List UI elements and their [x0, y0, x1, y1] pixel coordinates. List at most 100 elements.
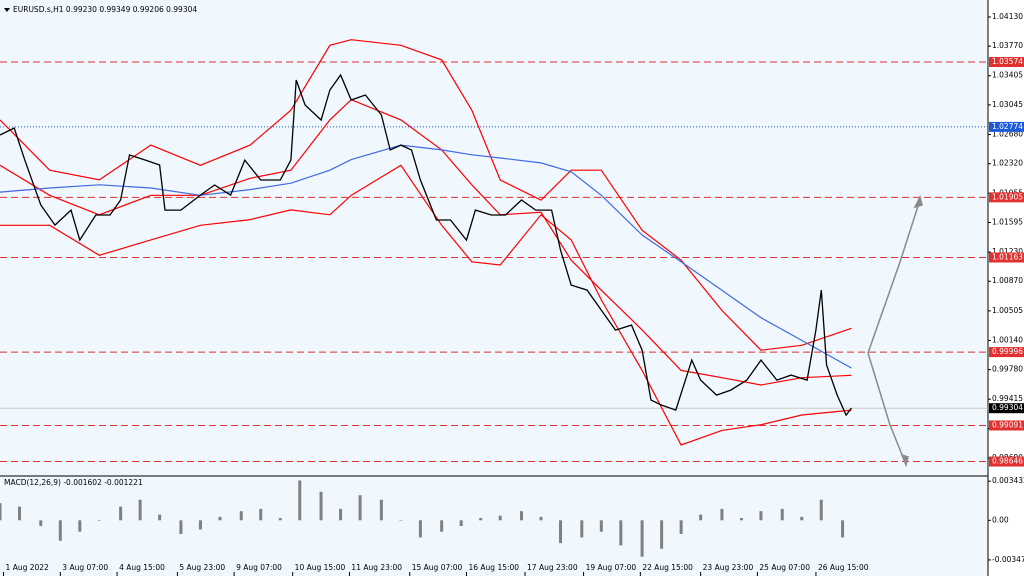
macd-bar	[699, 514, 703, 521]
macd-bar	[39, 520, 43, 526]
x-tick-label: 26 Aug 15:00	[818, 563, 869, 572]
macd-bar	[640, 520, 644, 557]
macd-bar	[119, 506, 123, 521]
macd-bar	[841, 520, 845, 538]
x-tick-label: 9 Aug 07:00	[236, 563, 282, 572]
macd-bar	[58, 520, 62, 541]
macd-bar	[298, 480, 302, 521]
y-tick-label: 1.03045	[992, 100, 1023, 109]
macd-bar	[319, 491, 323, 521]
macd-bar	[0, 503, 2, 521]
macd-bar	[399, 520, 403, 521]
chart-title: EURUSD.s,H1 0.99230 0.99349 0.99206 0.99…	[13, 5, 197, 14]
y-tick-label: 1.01595	[992, 217, 1023, 226]
level-label-box	[989, 121, 1024, 132]
macd-bar	[660, 520, 664, 549]
x-tick-label: 11 Aug 23:00	[351, 563, 402, 572]
x-tick-label: 22 Aug 15:00	[642, 563, 693, 572]
level-label: 0.98646	[992, 457, 1023, 466]
macd-bar	[599, 520, 603, 532]
x-tick-label: 25 Aug 07:00	[759, 563, 810, 572]
y-tick-label: -0.003478	[992, 555, 1024, 564]
level-label: 1.01163	[992, 252, 1023, 261]
level-label: 0.99304	[992, 403, 1023, 412]
x-tick-label: 4 Aug 15:00	[119, 563, 165, 572]
y-tick-label: 1.02320	[992, 159, 1023, 168]
arrow-up	[867, 199, 921, 354]
macd-bar	[459, 520, 463, 526]
level-label: 0.99091	[992, 420, 1023, 429]
macd-bar	[819, 499, 823, 521]
level-label-box	[989, 420, 1024, 431]
macd-bar	[179, 520, 183, 534]
y-tick-label: 1.03405	[992, 71, 1023, 80]
level-label-box	[989, 347, 1024, 358]
x-tick-label: 23 Aug 23:00	[703, 563, 754, 572]
arrowhead	[900, 453, 909, 468]
macd-bar	[358, 495, 362, 521]
macd-bar	[479, 518, 483, 521]
y-tick-label: 1.02680	[992, 130, 1023, 139]
macd-title: MACD(12,26,9) -0.001602 -0.001221	[4, 478, 143, 487]
macd-bar	[759, 511, 763, 521]
macd-bar	[418, 520, 422, 538]
y-tick-label: 0.00	[992, 515, 1009, 524]
menu-triangle	[4, 8, 10, 12]
macd-bar	[198, 520, 202, 530]
macd-bar	[339, 508, 343, 521]
macd-bar	[78, 520, 82, 532]
macd-bar	[239, 511, 243, 521]
indicator-line	[0, 144, 852, 369]
arrow-down	[867, 352, 906, 463]
level-label-box	[989, 252, 1024, 263]
macd-bar	[539, 516, 543, 521]
macd-bar	[519, 511, 523, 521]
macd-bar	[679, 520, 683, 534]
price-line	[0, 73, 852, 417]
arrowhead	[913, 194, 923, 209]
macd-bar	[720, 508, 724, 521]
y-tick-label: 1.00505	[992, 306, 1023, 315]
x-tick-label: 1 Aug 2022	[6, 563, 49, 572]
x-tick-label: 16 Aug 15:00	[469, 563, 520, 572]
y-tick-label: 1.04130	[992, 12, 1023, 21]
macd-bar	[619, 520, 623, 546]
macd-bar	[218, 516, 222, 521]
indicator-line	[0, 164, 852, 446]
level-label: 1.02774	[992, 122, 1023, 131]
level-label-box	[989, 57, 1024, 68]
macd-bar	[259, 508, 263, 521]
x-tick-label: 19 Aug 07:00	[586, 563, 637, 572]
macd-bar	[97, 520, 101, 521]
plot-background	[0, 0, 988, 576]
projection-arrows	[867, 194, 923, 468]
y-tick-label: 0.99780	[992, 365, 1023, 374]
macd-bar	[739, 518, 743, 521]
level-label-box	[989, 456, 1024, 467]
macd-bar	[498, 515, 502, 521]
macd-bar	[580, 520, 584, 538]
x-tick-label: 10 Aug 15:00	[295, 563, 346, 572]
price-axis-background	[988, 0, 1024, 576]
macd-bar	[379, 499, 383, 521]
x-tick-label: 15 Aug 07:00	[412, 563, 463, 572]
macd-bar	[559, 520, 563, 544]
indicator-line	[0, 39, 852, 351]
level-label-box	[989, 192, 1024, 203]
plot-layer: 1.04130 1.03770 1.03405 1.03045 1.02680 1.023…	[0, 12, 1024, 576]
level-label-box	[989, 403, 1024, 414]
levels	[0, 61, 988, 463]
x-tick-label: 3 Aug 07:00	[62, 563, 108, 572]
y-tick-label: 1.03770	[992, 41, 1023, 50]
macd-bar	[800, 516, 804, 521]
indicator-line	[0, 98, 852, 386]
macd-bar	[440, 520, 444, 532]
level-label: 1.03574	[992, 57, 1023, 66]
x-tick-label: 17 Aug 23:00	[527, 563, 578, 572]
y-tick-label: 0.99415	[992, 394, 1023, 403]
macd-bar	[158, 514, 162, 521]
y-tick-label: 1.00140	[992, 335, 1023, 344]
y-tick-label: 1.01230	[992, 247, 1023, 256]
macd-bar	[138, 499, 142, 521]
